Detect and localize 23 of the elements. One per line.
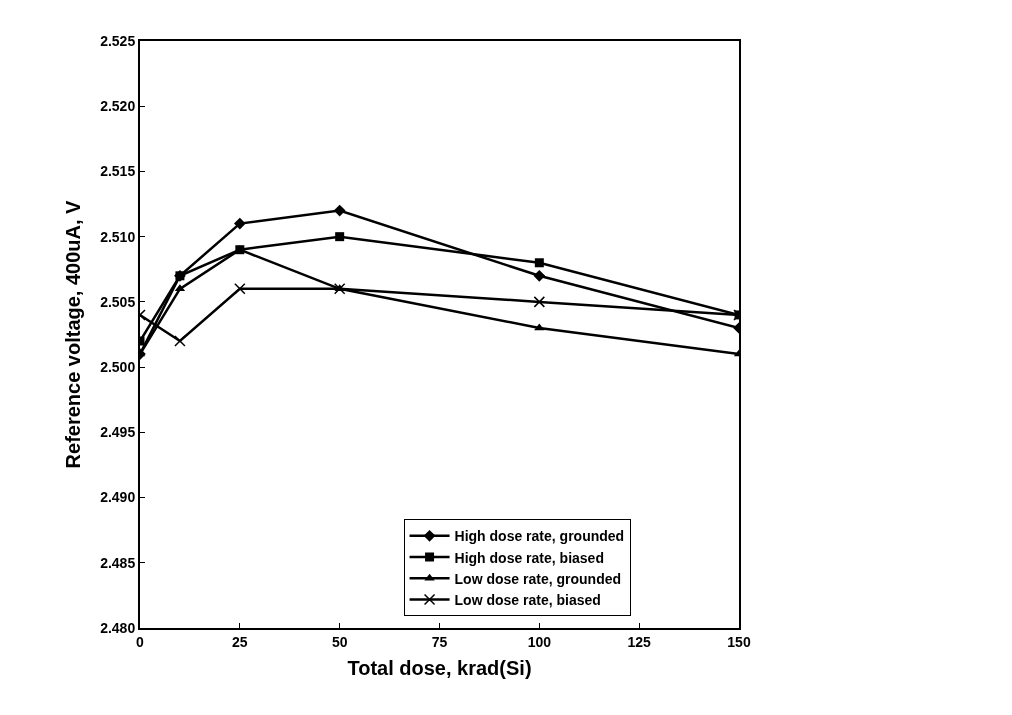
y-tick-label: 2.505 [100,293,136,310]
x-tick-label: 125 [627,633,652,650]
y-axis-title: Reference voltage, 400uA, V [62,199,85,469]
x-tick-label: 150 [727,633,751,650]
y-tick-label: 2.500 [100,359,136,376]
y-tick-label: 2.510 [100,228,136,245]
y-tick-label: 2.495 [100,424,136,441]
x-tick-label: 0 [136,633,145,650]
y-tick-label: 2.525 [100,32,136,49]
x-tick-label: 25 [232,633,248,650]
y-tick-label: 2.490 [100,489,136,506]
y-tick-label: 2.520 [100,98,136,115]
x-axis-title: Total dose, krad(Si) [347,656,532,679]
x-tick-label: 75 [431,633,448,650]
legend-label: Low dose rate, grounded [454,570,622,587]
legend-label: High dose rate, biased [454,549,604,566]
y-tick-label: 2.515 [100,163,136,180]
legend-label: Low dose rate, biased [454,591,601,608]
legend-label: High dose rate, grounded [454,528,625,545]
y-tick-label: 2.485 [100,554,136,571]
y-tick-label: 2.480 [100,619,136,636]
x-tick-label: 100 [527,633,552,650]
x-tick-label: 50 [331,633,348,650]
